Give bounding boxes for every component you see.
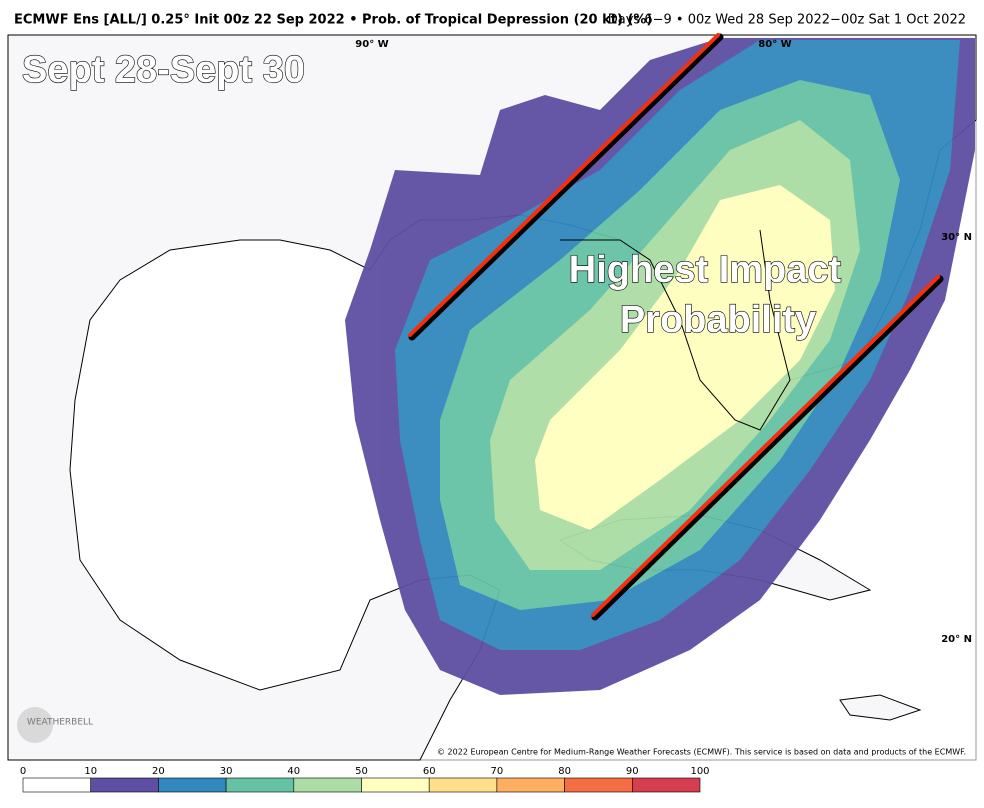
colorbar-tick-label: 100	[690, 766, 709, 777]
colorbar-tick-label: 10	[84, 766, 97, 777]
colorbar-bin	[90, 777, 159, 793]
valid-time: Days 6−9 • 00z Wed 28 Sep 2022−00z Sat 1…	[608, 13, 966, 28]
impact-lines	[408, 33, 944, 621]
colorbar-tick-label: 80	[558, 766, 571, 777]
copyright: © 2022 European Centre for Medium-Range …	[437, 748, 966, 757]
impact-annotation: Highest Impact	[569, 249, 842, 291]
colorbar: 0 10 20 30 40 50 60 70 80 90 100	[20, 766, 710, 793]
colorbar-bin	[428, 777, 498, 793]
colorbar-bin	[225, 777, 295, 793]
colorbar-tick-label: 70	[491, 766, 504, 777]
colorbar-bin	[293, 777, 362, 793]
grid-label: 80° W	[758, 39, 791, 50]
colorbar-bin	[496, 777, 565, 793]
colorbar-tick-label: 40	[287, 766, 300, 777]
colorbar-tick-label: 20	[152, 766, 165, 777]
colorbar-bin	[564, 777, 633, 793]
colorbar-bin	[631, 777, 701, 793]
impact-annotation: Probability	[620, 299, 816, 341]
colorbar-bin	[361, 777, 430, 793]
probability-contours	[345, 38, 975, 695]
colorbar-tick-label: 60	[423, 766, 436, 777]
colorbar-tick-label: 90	[626, 766, 639, 777]
logo-icon	[17, 707, 53, 743]
florida-coast	[560, 229, 791, 431]
title: ECMWF Ens [ALL/] 0.25° Init 00z 22 Sep 2…	[14, 13, 652, 28]
colorbar-bin	[22, 777, 91, 793]
grid-label: 20° N	[941, 634, 972, 645]
colorbar-tick-label: 50	[355, 766, 368, 777]
colorbar-tick-label: 0	[20, 766, 26, 777]
date-annotation: Sept 28-Sept 30	[22, 49, 305, 91]
colorbar-tick-label: 30	[220, 766, 233, 777]
colorbar-bin	[158, 777, 227, 793]
logo: WEATHERBELL	[27, 718, 93, 728]
grid-label: 90° W	[355, 39, 388, 50]
grid-label: 30° N	[941, 232, 972, 243]
